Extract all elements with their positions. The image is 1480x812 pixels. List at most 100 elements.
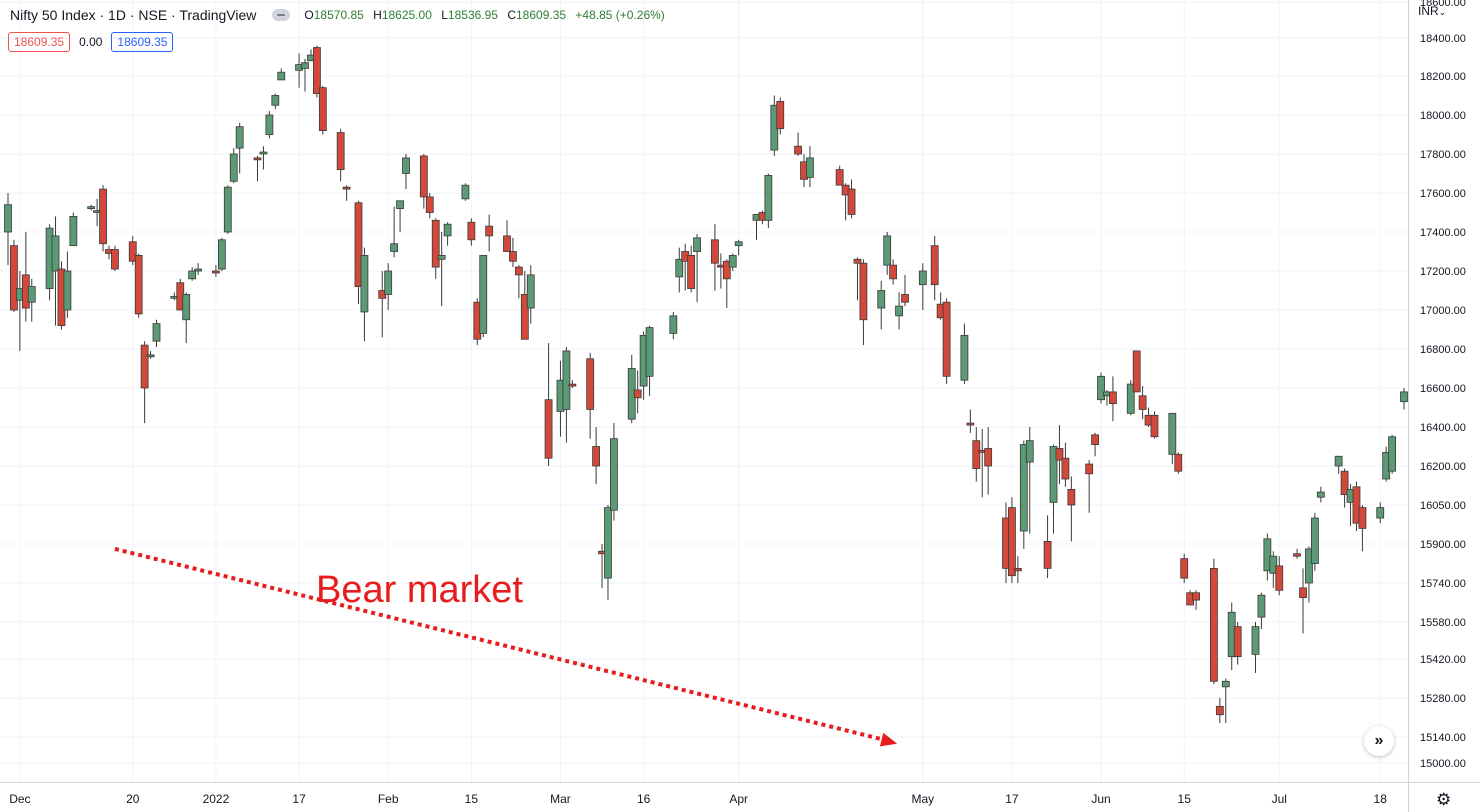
bear-market-arrow-line bbox=[114, 546, 884, 742]
candle-body bbox=[1269, 555, 1278, 574]
bear-market-arrowhead bbox=[879, 732, 898, 747]
eye-icon[interactable] bbox=[272, 9, 291, 21]
candle-down bbox=[901, 274, 909, 307]
candle-down bbox=[847, 179, 856, 219]
candle-up bbox=[895, 292, 903, 330]
candle-body bbox=[687, 254, 696, 289]
candle-body bbox=[1150, 414, 1159, 438]
candle-down bbox=[586, 352, 595, 439]
candle-body bbox=[960, 334, 969, 381]
candle-down bbox=[1091, 432, 1099, 457]
candle-body bbox=[443, 223, 452, 237]
candle-body bbox=[1132, 350, 1141, 393]
candle-body bbox=[111, 249, 119, 270]
price-tick-label: 18000.00 bbox=[1420, 110, 1466, 122]
candle-up bbox=[1221, 678, 1230, 724]
candle-up bbox=[402, 154, 410, 190]
candle-up bbox=[87, 204, 96, 211]
candle-body bbox=[194, 268, 202, 272]
chart-header: Nifty 50 Index · 1D · NSE · TradingView … bbox=[10, 7, 665, 23]
candle-down bbox=[318, 85, 327, 135]
candle-body bbox=[1215, 705, 1224, 716]
candle-down bbox=[592, 427, 601, 485]
candle-body bbox=[847, 188, 856, 215]
candle-body bbox=[526, 274, 535, 309]
candle-body bbox=[966, 422, 975, 426]
candle-down bbox=[544, 343, 553, 466]
price-tick-label: 16050.00 bbox=[1420, 500, 1466, 512]
candle-up bbox=[217, 237, 226, 271]
price-tick-label: 16600.00 bbox=[1420, 383, 1466, 395]
candle-up bbox=[27, 278, 36, 322]
candle-down bbox=[21, 232, 30, 322]
buy-button[interactable]: 18609.35 bbox=[111, 32, 174, 52]
candle-body bbox=[63, 270, 72, 311]
currency-selector[interactable]: INR⌄ bbox=[1418, 4, 1446, 18]
candle-body bbox=[984, 448, 993, 467]
candle-body bbox=[27, 286, 36, 303]
candle-body bbox=[313, 47, 321, 94]
candle-down bbox=[509, 237, 517, 268]
candle-down bbox=[687, 245, 696, 293]
candle-up bbox=[728, 253, 737, 271]
candle-body bbox=[1310, 517, 1319, 564]
candle-body bbox=[437, 254, 446, 260]
candle-body bbox=[1334, 455, 1343, 467]
candle-body bbox=[972, 440, 981, 469]
candle-down bbox=[1233, 622, 1242, 665]
scroll-to-realtime-button[interactable]: » bbox=[1364, 726, 1394, 756]
candle-down bbox=[1013, 556, 1022, 583]
candle-up bbox=[918, 263, 927, 310]
candle-body bbox=[396, 200, 404, 210]
candle-body bbox=[1138, 395, 1147, 410]
candle-body bbox=[87, 206, 96, 209]
candle-body bbox=[1358, 507, 1367, 529]
price-tick-label: 17400.00 bbox=[1420, 227, 1466, 239]
candle-up bbox=[265, 111, 274, 139]
close-value: 18609.35 bbox=[516, 8, 567, 22]
candle-body bbox=[217, 239, 226, 270]
candle-body bbox=[1192, 592, 1200, 601]
candle-body bbox=[1275, 565, 1284, 591]
candle-down bbox=[1192, 590, 1200, 610]
candle-body bbox=[1055, 448, 1064, 461]
time-tick-label: 17 bbox=[1005, 792, 1019, 806]
candle-down bbox=[128, 235, 137, 266]
candle-up bbox=[610, 423, 618, 521]
candle-up bbox=[734, 239, 743, 256]
price-tick-label: 16400.00 bbox=[1420, 422, 1466, 434]
price-tick-label: 16800.00 bbox=[1420, 344, 1466, 356]
candle-body bbox=[586, 358, 595, 410]
time-tick-label: 15 bbox=[465, 792, 479, 806]
change-value: +48.85 (+0.26%) bbox=[575, 8, 665, 22]
time-tick-label: Dec bbox=[9, 792, 30, 806]
candle-up bbox=[235, 122, 244, 174]
candle-down bbox=[253, 155, 262, 182]
candle-up bbox=[1269, 551, 1278, 588]
symbol-title[interactable]: Nifty 50 Index · 1D · NSE · TradingView bbox=[10, 7, 257, 23]
candle-down bbox=[1358, 505, 1367, 552]
time-tick-label: Mar bbox=[550, 792, 571, 806]
candle-up bbox=[806, 146, 814, 188]
candle-down bbox=[859, 259, 868, 346]
price-tick-label: 15900.00 bbox=[1420, 539, 1466, 551]
candle-down bbox=[930, 235, 939, 301]
candle-body bbox=[734, 241, 743, 247]
candle-down bbox=[1055, 425, 1064, 485]
candle-up bbox=[152, 319, 161, 348]
candle-body bbox=[182, 293, 191, 321]
candle-down bbox=[1210, 558, 1218, 685]
candle-down bbox=[431, 218, 440, 279]
candle-up bbox=[1251, 622, 1260, 673]
candle-body bbox=[1180, 558, 1189, 579]
candle-body bbox=[1049, 446, 1058, 503]
gear-icon[interactable]: ⚙ bbox=[1436, 790, 1452, 809]
candle-body bbox=[402, 157, 410, 174]
price-tick-label: 18600.00 bbox=[1420, 0, 1466, 9]
sell-button[interactable]: 18609.35 bbox=[8, 32, 71, 52]
price-tick-label: 17800.00 bbox=[1420, 149, 1466, 161]
candle-down bbox=[966, 409, 975, 433]
candle-body bbox=[342, 186, 351, 190]
candle-down bbox=[1061, 442, 1070, 487]
